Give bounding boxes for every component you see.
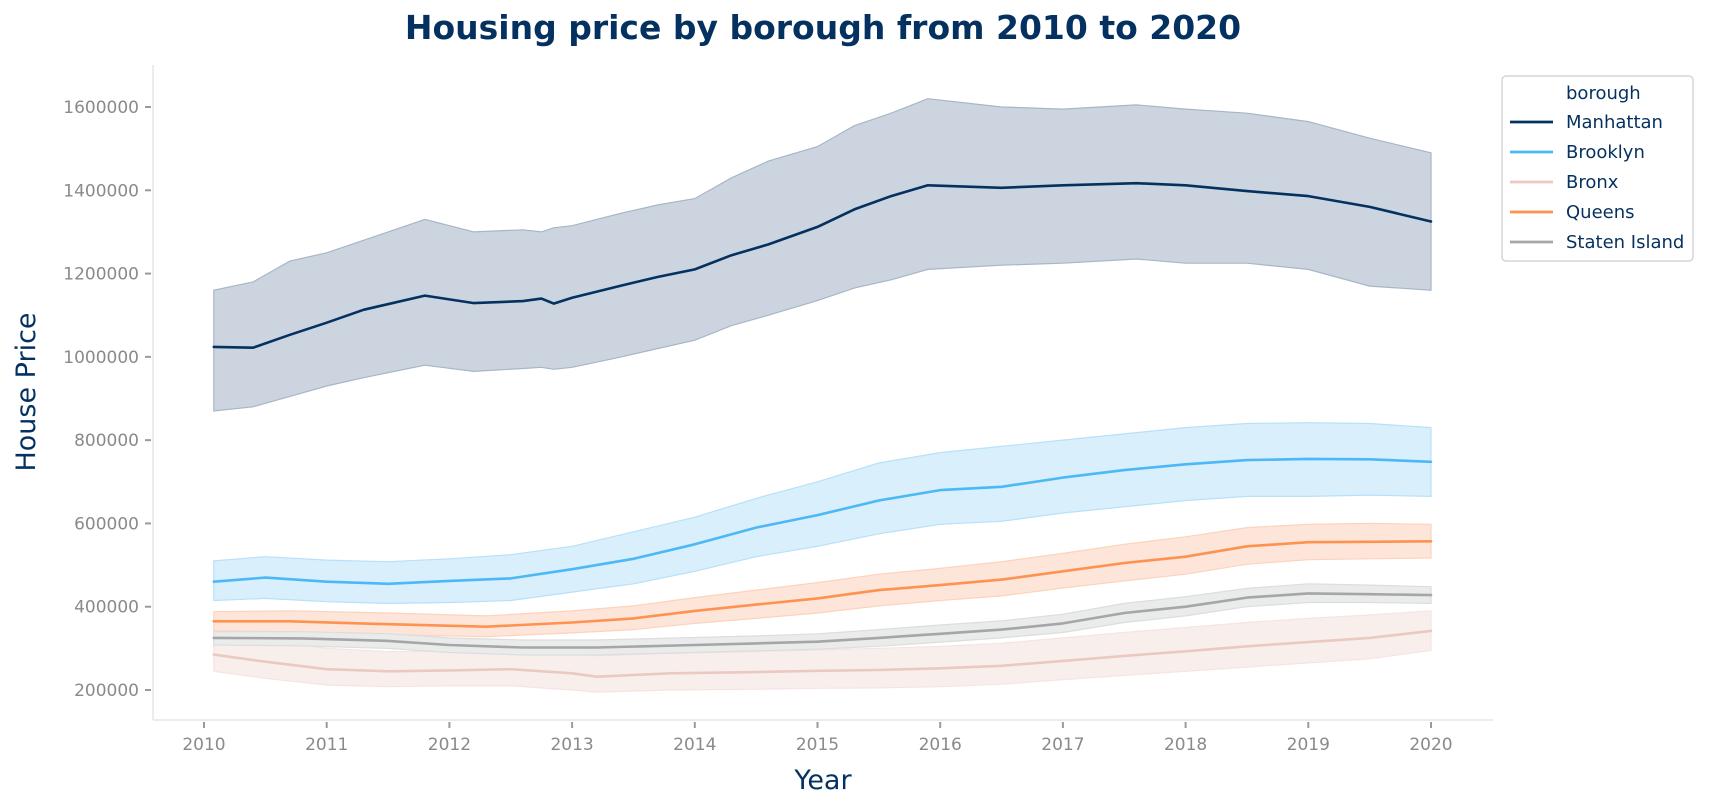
legend-label: Staten Island [1566, 232, 1684, 253]
manhattan-confidence-band [213, 98, 1432, 412]
legend-label: Manhattan [1566, 112, 1663, 133]
x-tick-label: 2013 [550, 735, 593, 755]
x-tick-label: 2020 [1409, 735, 1452, 755]
x-tick-label: 2016 [919, 735, 962, 755]
queens-confidence-band [213, 522, 1432, 638]
x-tick-label: 2017 [1041, 735, 1084, 755]
y-tick-label: 800000 [74, 431, 139, 451]
x-tick-label: 2011 [305, 735, 348, 755]
legend: borough Manhattan Brooklyn Bronx Queens Stat… [1501, 75, 1694, 262]
y-axis-label: House Price [11, 312, 42, 471]
legend-label: Bronx [1566, 172, 1619, 193]
x-tick-label: 2010 [182, 735, 225, 755]
legend-title: borough [1566, 83, 1641, 104]
legend-items: Manhattan Brooklyn Bronx Queens Staten Islan… [1510, 112, 1684, 253]
y-tick-label: 600000 [74, 514, 139, 534]
queens-line [212, 539, 1433, 629]
x-tick-label: 2019 [1287, 735, 1330, 755]
legend-item-bronx[interactable]: Bronx [1510, 172, 1619, 193]
x-tick-label: 2018 [1164, 735, 1207, 755]
legend-item-manhattan[interactable]: Manhattan [1510, 112, 1663, 133]
manhattan-line [212, 181, 1433, 350]
y-axis-ticks: 200000 400000 600000 800000 1000000 1200000 14… [63, 98, 151, 701]
y-tick-label: 1600000 [63, 98, 139, 118]
x-axis-label: Year [793, 765, 852, 796]
y-tick-label: 1000000 [63, 348, 139, 368]
x-tick-label: 2015 [796, 735, 839, 755]
bronx-confidence-band [213, 610, 1432, 693]
bronx-line [212, 629, 1433, 679]
plot-area [212, 98, 1433, 693]
legend-label: Brooklyn [1566, 142, 1645, 163]
legend-item-brooklyn[interactable]: Brooklyn [1510, 142, 1645, 163]
legend-item-staten-island[interactable]: Staten Island [1510, 232, 1684, 253]
x-tick-label: 2012 [428, 735, 471, 755]
legend-label: Queens [1566, 202, 1635, 223]
y-tick-label: 1400000 [63, 181, 139, 201]
chart-title: Housing price by borough from 2010 to 20… [405, 8, 1241, 47]
x-tick-label: 2014 [673, 735, 716, 755]
y-tick-label: 1200000 [63, 265, 139, 285]
brooklyn-line [212, 457, 1433, 586]
staten-island-line [212, 592, 1433, 649]
y-tick-label: 200000 [74, 681, 139, 701]
x-axis-ticks: 2010 2011 2012 2013 2014 2015 2016 2017 2018 2019… [182, 722, 1453, 755]
legend-item-queens[interactable]: Queens [1510, 202, 1635, 223]
y-tick-label: 400000 [74, 598, 139, 618]
